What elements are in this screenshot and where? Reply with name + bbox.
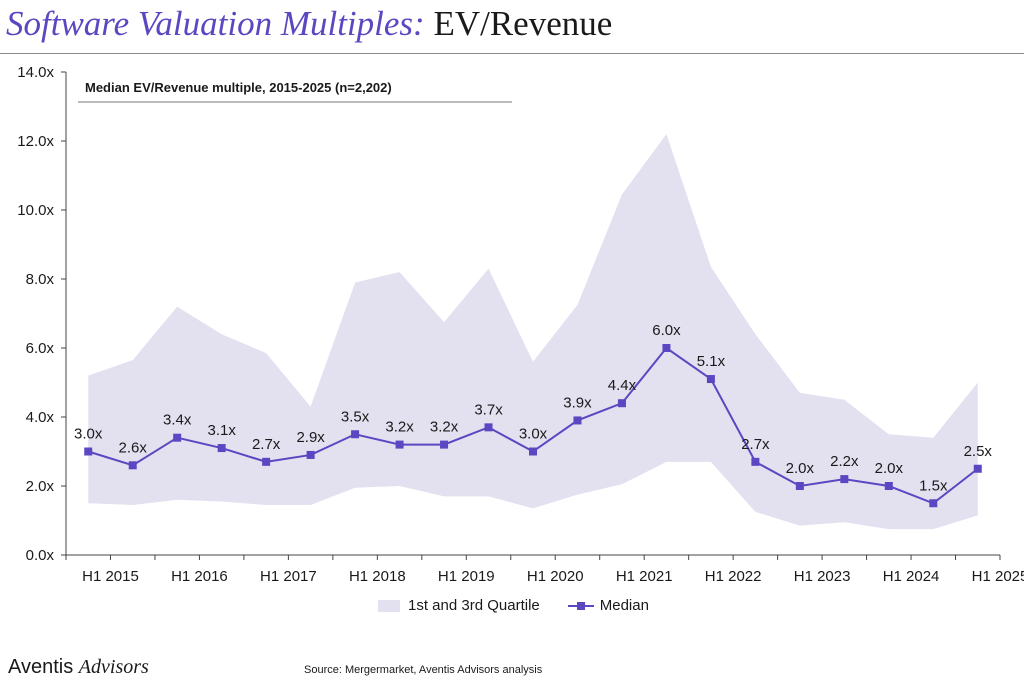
legend-median-marker bbox=[567, 600, 594, 612]
y-tick-label: 10.0x bbox=[17, 202, 54, 219]
chart-subtitle: Median EV/Revenue multiple, 2015-2025 (n… bbox=[85, 80, 392, 95]
median-point bbox=[573, 416, 582, 425]
median-point bbox=[840, 475, 849, 484]
y-tick-label: 2.0x bbox=[26, 478, 55, 495]
median-point bbox=[973, 464, 982, 473]
median-data-label: 1.5x bbox=[919, 477, 948, 494]
median-data-label: 3.0x bbox=[519, 426, 548, 443]
title-rest: EV/Revenue bbox=[424, 4, 613, 43]
logo-word-b: Advisors bbox=[78, 656, 149, 678]
median-data-label: 3.4x bbox=[163, 412, 192, 429]
median-data-label: 3.2x bbox=[430, 419, 459, 436]
legend-band-swatch bbox=[378, 599, 400, 612]
x-tick-label: H1 2015 bbox=[82, 568, 139, 585]
y-tick-label: 14.0x bbox=[17, 64, 54, 81]
median-point bbox=[440, 440, 449, 449]
x-tick-label: H1 2023 bbox=[794, 568, 851, 585]
median-data-label: 3.9x bbox=[563, 394, 592, 411]
page-title: Software Valuation Multiples: EV/Revenue bbox=[6, 4, 612, 44]
median-point bbox=[395, 440, 404, 449]
header: Software Valuation Multiples: EV/Revenue bbox=[0, 0, 1024, 54]
x-tick-label: H1 2016 bbox=[171, 568, 228, 585]
median-point bbox=[706, 375, 715, 384]
x-tick-label: H1 2024 bbox=[883, 568, 940, 585]
median-point bbox=[217, 444, 226, 453]
legend-label-quartile: 1st and 3rd Quartile bbox=[408, 597, 540, 614]
title-italic: Software Valuation Multiples: bbox=[6, 4, 425, 43]
legend-label-median: Median bbox=[599, 597, 649, 614]
median-data-label: 4.4x bbox=[608, 377, 637, 394]
x-tick-label: H1 2019 bbox=[438, 568, 495, 585]
median-data-label: 2.0x bbox=[786, 460, 815, 477]
median-point bbox=[751, 457, 760, 466]
median-point bbox=[84, 447, 93, 456]
median-data-label: 3.0x bbox=[74, 426, 103, 443]
x-tick-label: H1 2018 bbox=[349, 568, 406, 585]
median-point bbox=[795, 482, 804, 490]
x-tick-label: H1 2021 bbox=[616, 568, 673, 585]
median-data-label: 2.9x bbox=[296, 429, 325, 446]
median-point bbox=[173, 433, 182, 442]
header-divider bbox=[0, 53, 1024, 54]
x-tick-label: H1 2017 bbox=[260, 568, 317, 585]
median-data-label: 2.7x bbox=[252, 436, 281, 453]
quartile-band bbox=[88, 134, 978, 530]
median-data-label: 3.2x bbox=[385, 419, 414, 436]
source-note: Source: Mergermarket, Aventis Advisors a… bbox=[304, 664, 543, 676]
logo-word-a: Aventis bbox=[8, 656, 74, 678]
median-data-label: 5.1x bbox=[697, 353, 726, 370]
median-data-label: 2.6x bbox=[119, 439, 148, 456]
median-point bbox=[617, 399, 626, 408]
y-tick-label: 8.0x bbox=[26, 271, 55, 288]
aventis-logo: Aventis Advisors bbox=[8, 656, 149, 679]
median-data-label: 3.7x bbox=[474, 401, 503, 418]
median-point bbox=[929, 499, 938, 508]
median-point bbox=[484, 423, 493, 432]
y-tick-label: 6.0x bbox=[26, 340, 55, 357]
median-point bbox=[262, 457, 271, 466]
y-tick-label: 4.0x bbox=[26, 409, 55, 426]
median-data-label: 2.7x bbox=[741, 436, 770, 453]
median-data-label: 2.0x bbox=[875, 460, 904, 477]
median-point bbox=[306, 450, 315, 459]
y-tick-label: 0.0x bbox=[26, 547, 55, 564]
x-tick-label: H1 2025 bbox=[972, 568, 1024, 585]
median-point bbox=[884, 482, 893, 490]
median-point bbox=[529, 447, 537, 456]
y-tick-label: 12.0x bbox=[17, 133, 54, 150]
median-data-label: 6.0x bbox=[652, 322, 681, 339]
median-data-label: 2.2x bbox=[830, 453, 859, 470]
x-tick-label: H1 2020 bbox=[527, 568, 584, 585]
median-data-label: 3.5x bbox=[341, 408, 370, 425]
median-data-label: 3.1x bbox=[207, 422, 236, 439]
median-point bbox=[662, 344, 671, 352]
median-data-label: 2.5x bbox=[964, 443, 993, 460]
chart-legend: 1st and 3rd Quartile Median bbox=[378, 597, 649, 614]
median-point bbox=[351, 430, 360, 439]
x-tick-label: H1 2022 bbox=[705, 568, 762, 585]
median-point bbox=[128, 461, 137, 470]
